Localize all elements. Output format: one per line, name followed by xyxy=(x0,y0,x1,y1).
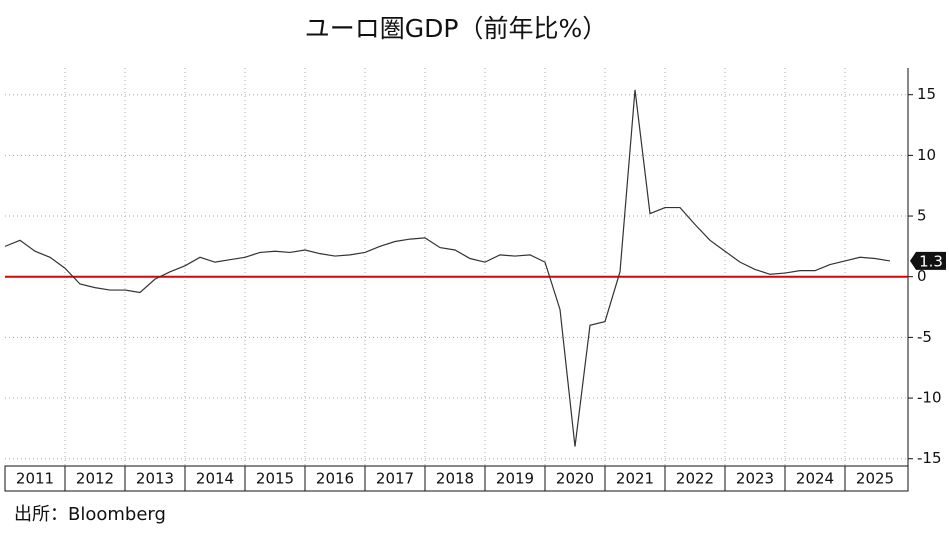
chart-title: ユーロ圏GDP（前年比%） xyxy=(305,14,607,43)
y-tick-label: -15 xyxy=(917,449,942,467)
x-tick-label: 2023 xyxy=(736,470,774,488)
y-tick-label: -5 xyxy=(917,328,932,346)
last-value-tag xyxy=(910,251,946,270)
x-tick-label: 2020 xyxy=(556,470,594,488)
x-tick-label: 2019 xyxy=(496,470,534,488)
x-tick-label: 2021 xyxy=(616,470,654,488)
x-tick-label: 2012 xyxy=(76,470,114,488)
x-tick-label: 2024 xyxy=(796,470,834,488)
x-tick-label: 2025 xyxy=(856,470,894,488)
x-tick-label: 2011 xyxy=(16,470,54,488)
x-tick-label: 2015 xyxy=(256,470,294,488)
y-tick-label: 10 xyxy=(917,146,936,164)
y-tick-label: 15 xyxy=(917,85,936,103)
y-tick-label: 0 xyxy=(917,267,927,285)
x-tick-label: 2018 xyxy=(436,470,474,488)
x-tick-label: 2016 xyxy=(316,470,354,488)
data-line xyxy=(4,89,891,447)
y-tick-label: -10 xyxy=(917,389,942,407)
y-tick-label: 5 xyxy=(917,207,927,225)
x-tick-label: 2013 xyxy=(136,470,174,488)
last-value-label: 1.3 xyxy=(919,252,943,270)
x-tick-label: 2022 xyxy=(676,470,714,488)
source-note: 出所：Bloomberg xyxy=(14,504,166,525)
x-tick-label: 2017 xyxy=(376,470,414,488)
x-tick-label: 2014 xyxy=(196,470,234,488)
